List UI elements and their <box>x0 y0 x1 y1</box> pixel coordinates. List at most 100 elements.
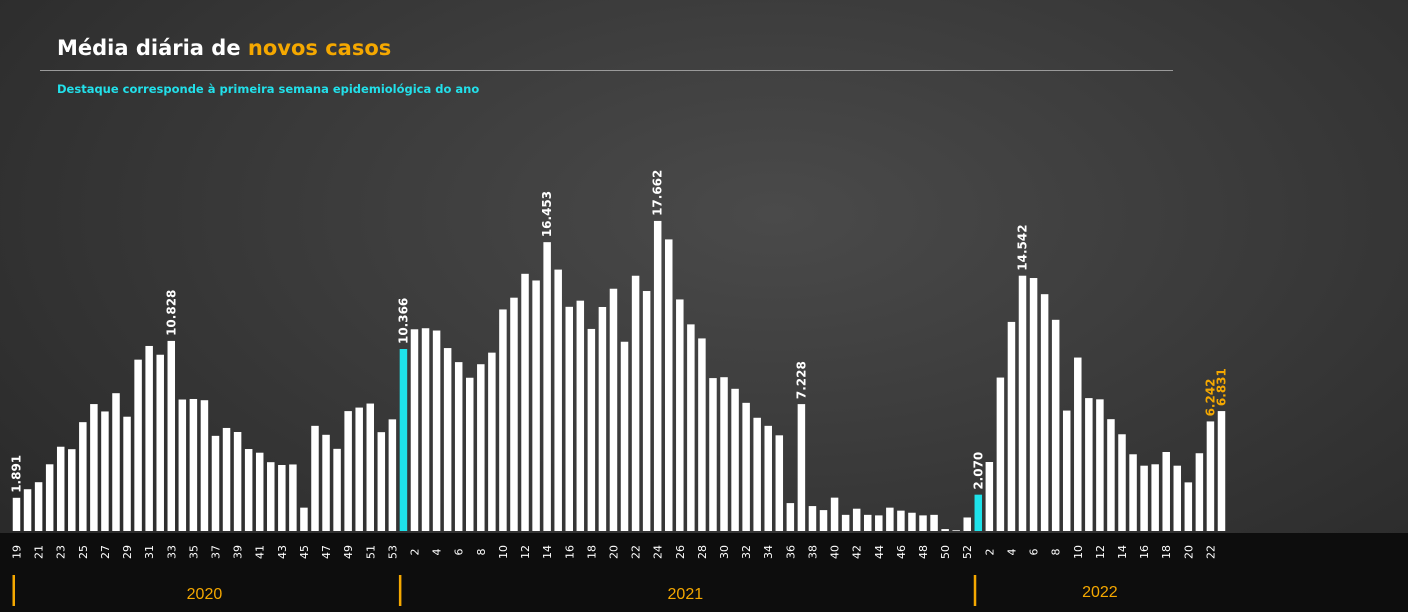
tick-label: 37 <box>209 545 222 559</box>
bar <box>90 404 98 531</box>
bar <box>1018 275 1027 531</box>
bar <box>565 306 573 531</box>
year-separator <box>398 575 402 606</box>
bar <box>388 419 397 531</box>
tick-label: 49 <box>342 545 355 559</box>
tick-label: 41 <box>254 545 267 559</box>
tick-label: 4 <box>431 549 444 556</box>
bar <box>1107 419 1115 531</box>
bar <box>178 399 187 531</box>
bar <box>1007 321 1016 531</box>
bar <box>720 377 728 531</box>
bar <box>255 452 264 531</box>
bar <box>134 359 142 531</box>
bar-highlight <box>974 494 983 531</box>
tick-label: 22 <box>1204 545 1217 559</box>
tick-label: 6 <box>453 549 466 556</box>
tick-label: 19 <box>11 545 24 559</box>
tick-label: 42 <box>851 545 864 559</box>
tick-label: 20 <box>607 545 620 559</box>
bar <box>1062 410 1071 531</box>
bar <box>1074 357 1082 531</box>
bar <box>466 377 474 531</box>
bar <box>123 416 131 531</box>
chart-subtitle: Destaque corresponde à primeira semana e… <box>57 82 480 96</box>
bar <box>488 352 496 531</box>
bar <box>830 497 839 531</box>
tick-label: 50 <box>939 545 952 559</box>
bar <box>101 411 109 531</box>
tick-label: 32 <box>740 545 753 559</box>
bar <box>908 512 916 531</box>
data-label: 10.828 <box>164 290 178 336</box>
bar <box>875 515 883 531</box>
tick-label: 8 <box>1050 549 1063 556</box>
tick-label: 36 <box>784 545 797 559</box>
tick-label: 14 <box>1116 545 1129 559</box>
bar <box>300 507 308 531</box>
tick-label: 14 <box>541 545 554 559</box>
tick-label: 39 <box>232 545 245 559</box>
bar <box>808 506 817 531</box>
bar <box>676 299 684 531</box>
bar <box>1184 482 1193 531</box>
bar <box>1206 421 1215 531</box>
tick-label: 10 <box>1072 545 1085 559</box>
bar <box>1173 465 1182 531</box>
tick-label: 46 <box>895 545 908 559</box>
bar <box>609 288 618 531</box>
bar <box>852 508 861 531</box>
year-label: 2020 <box>187 586 223 603</box>
bar-highlight <box>399 349 408 531</box>
bar <box>598 306 607 531</box>
bar <box>797 404 806 531</box>
data-label: 10.366 <box>396 298 410 344</box>
data-label: 17.662 <box>651 170 665 216</box>
bar <box>244 449 253 531</box>
bar <box>23 489 32 531</box>
bar <box>687 324 695 531</box>
tick-label: 4 <box>1005 549 1018 556</box>
tick-label: 30 <box>718 545 731 559</box>
bar <box>112 393 120 531</box>
bar <box>145 345 153 531</box>
tick-label: 45 <box>298 545 311 559</box>
tick-label: 16 <box>1138 545 1151 559</box>
bar <box>709 378 717 531</box>
tick-label: 18 <box>585 545 598 559</box>
year-label: 2022 <box>1082 584 1118 601</box>
bar <box>1162 452 1170 531</box>
axis-band <box>0 533 1408 612</box>
bar <box>366 403 375 531</box>
bar <box>200 400 209 531</box>
bar <box>311 425 319 531</box>
bar <box>863 514 872 531</box>
bar <box>919 515 927 531</box>
bar <box>56 446 65 531</box>
bar <box>211 435 220 531</box>
bar <box>454 362 463 531</box>
bar <box>1140 465 1148 531</box>
bar <box>897 510 905 531</box>
bar <box>189 398 198 531</box>
tick-label: 24 <box>652 545 665 559</box>
bar <box>1096 399 1104 531</box>
bar <box>532 280 540 531</box>
bar <box>665 239 673 531</box>
tick-label: 28 <box>696 545 709 559</box>
title-highlight: novos casos <box>247 36 392 60</box>
bar <box>631 275 640 531</box>
bar <box>289 464 297 531</box>
bar <box>355 407 363 531</box>
bar <box>344 411 352 531</box>
bar <box>731 388 739 531</box>
bar <box>477 364 485 531</box>
bar <box>819 510 828 531</box>
bar <box>764 425 772 531</box>
tick-label: 31 <box>143 545 156 559</box>
bar <box>432 330 441 531</box>
bar <box>1129 454 1137 531</box>
bar <box>554 269 562 531</box>
tick-label: 2 <box>408 549 421 556</box>
